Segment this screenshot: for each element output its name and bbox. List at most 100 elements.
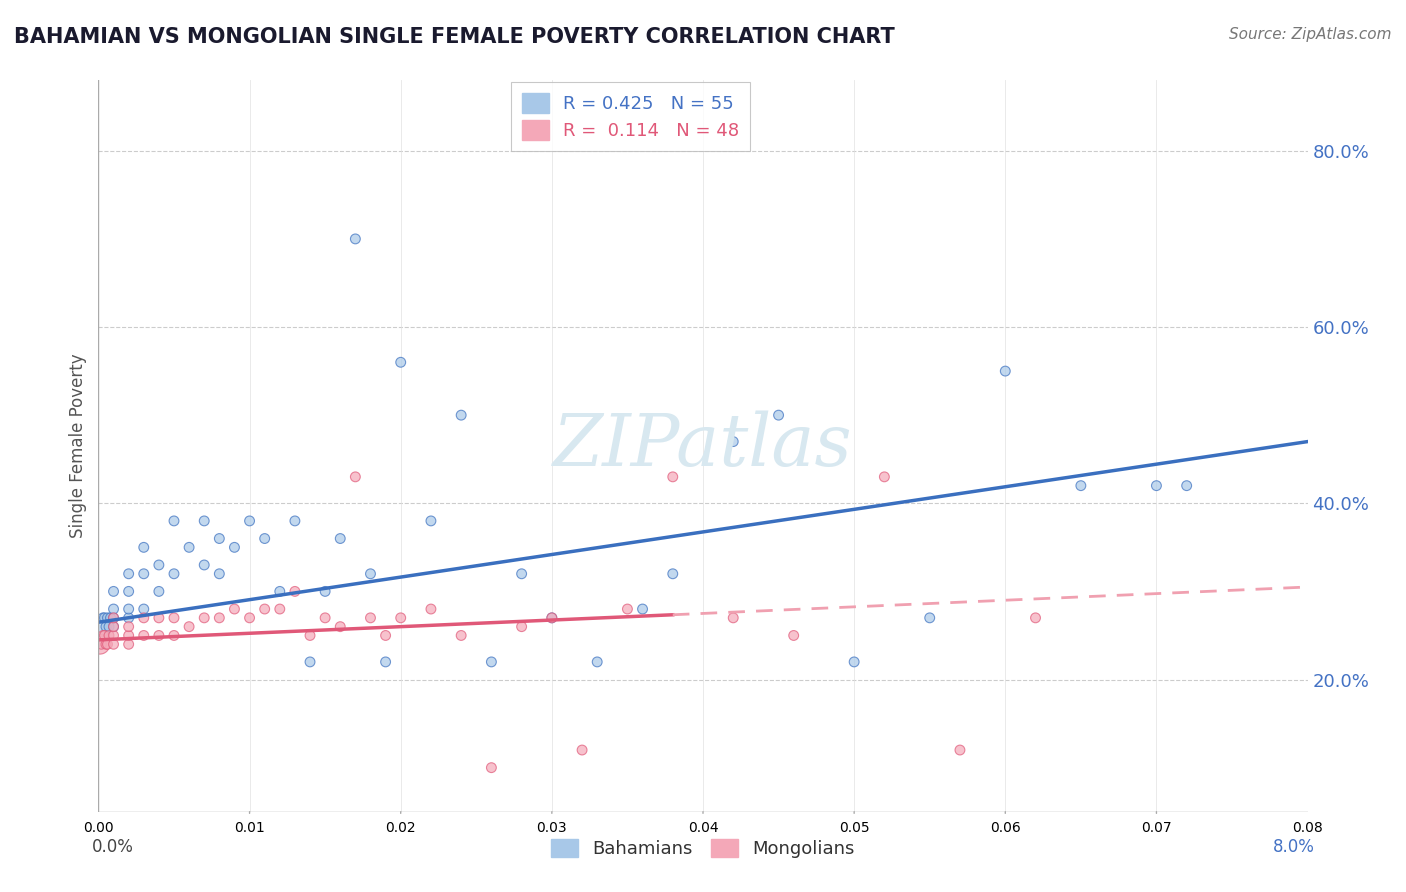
Point <box>224 602 246 616</box>
Point <box>450 408 472 422</box>
Point <box>132 541 155 555</box>
Point <box>1070 478 1092 492</box>
Point <box>148 611 170 625</box>
Point <box>661 470 683 484</box>
Point <box>93 611 115 625</box>
Point <box>193 611 215 625</box>
Point <box>132 566 155 581</box>
Point <box>94 637 117 651</box>
Point <box>918 611 941 625</box>
Point <box>314 584 336 599</box>
Point <box>100 611 122 625</box>
Point <box>103 620 125 634</box>
Point <box>389 355 412 369</box>
Point <box>103 637 125 651</box>
Point <box>118 602 141 616</box>
Point <box>723 434 745 449</box>
Point <box>103 628 125 642</box>
Point <box>510 566 533 581</box>
Point <box>450 628 472 642</box>
Point <box>208 566 231 581</box>
Point <box>132 602 155 616</box>
Point <box>90 637 112 651</box>
Point <box>540 611 562 625</box>
Point <box>103 611 125 625</box>
Text: BAHAMIAN VS MONGOLIAN SINGLE FEMALE POVERTY CORRELATION CHART: BAHAMIAN VS MONGOLIAN SINGLE FEMALE POVE… <box>14 27 894 46</box>
Point <box>1175 478 1198 492</box>
Point <box>571 743 593 757</box>
Point <box>179 541 201 555</box>
Point <box>1025 611 1047 625</box>
Point <box>269 602 291 616</box>
Point <box>118 620 141 634</box>
Point <box>344 470 367 484</box>
Point <box>374 655 396 669</box>
Text: 0.0%: 0.0% <box>91 838 134 856</box>
Point <box>163 611 186 625</box>
Point <box>224 541 246 555</box>
Point <box>510 620 533 634</box>
Point <box>299 628 322 642</box>
Point <box>873 470 896 484</box>
Point <box>284 514 307 528</box>
Point <box>132 611 155 625</box>
Point <box>616 602 638 616</box>
Point <box>239 611 262 625</box>
Point <box>103 620 125 634</box>
Point <box>299 655 322 669</box>
Point <box>723 611 745 625</box>
Point <box>103 584 125 599</box>
Point <box>284 584 307 599</box>
Point <box>103 611 125 625</box>
Point <box>118 637 141 651</box>
Point <box>91 628 114 642</box>
Point <box>148 558 170 572</box>
Point <box>132 628 155 642</box>
Point <box>631 602 654 616</box>
Point <box>163 628 186 642</box>
Point <box>118 584 141 599</box>
Point <box>96 611 118 625</box>
Point <box>208 611 231 625</box>
Point <box>768 408 790 422</box>
Point <box>98 628 121 642</box>
Point <box>253 602 276 616</box>
Point <box>540 611 562 625</box>
Legend: R = 0.425   N = 55, R =  0.114   N = 48: R = 0.425 N = 55, R = 0.114 N = 48 <box>510 82 751 151</box>
Point <box>148 628 170 642</box>
Point <box>208 532 231 546</box>
Point <box>481 655 503 669</box>
Legend: Bahamians, Mongolians: Bahamians, Mongolians <box>544 831 862 865</box>
Y-axis label: Single Female Poverty: Single Female Poverty <box>69 354 87 538</box>
Point <box>118 628 141 642</box>
Point <box>783 628 806 642</box>
Point <box>98 620 121 634</box>
Point <box>481 761 503 775</box>
Point <box>994 364 1017 378</box>
Point <box>344 232 367 246</box>
Point <box>389 611 412 625</box>
Point <box>89 637 111 651</box>
Point <box>360 611 382 625</box>
Text: 8.0%: 8.0% <box>1272 838 1315 856</box>
Point <box>420 602 443 616</box>
Point <box>193 514 215 528</box>
Point <box>314 611 336 625</box>
Point <box>269 584 291 599</box>
Point <box>179 620 201 634</box>
Text: ZIPatlas: ZIPatlas <box>553 410 853 482</box>
Point <box>163 514 186 528</box>
Point <box>586 655 609 669</box>
Point <box>661 566 683 581</box>
Point <box>91 611 114 625</box>
Point <box>118 566 141 581</box>
Text: Source: ZipAtlas.com: Source: ZipAtlas.com <box>1229 27 1392 42</box>
Point <box>949 743 972 757</box>
Point <box>148 584 170 599</box>
Point <box>96 637 118 651</box>
Point <box>360 566 382 581</box>
Point <box>253 532 276 546</box>
Point <box>844 655 866 669</box>
Point <box>94 620 117 634</box>
Point <box>103 602 125 616</box>
